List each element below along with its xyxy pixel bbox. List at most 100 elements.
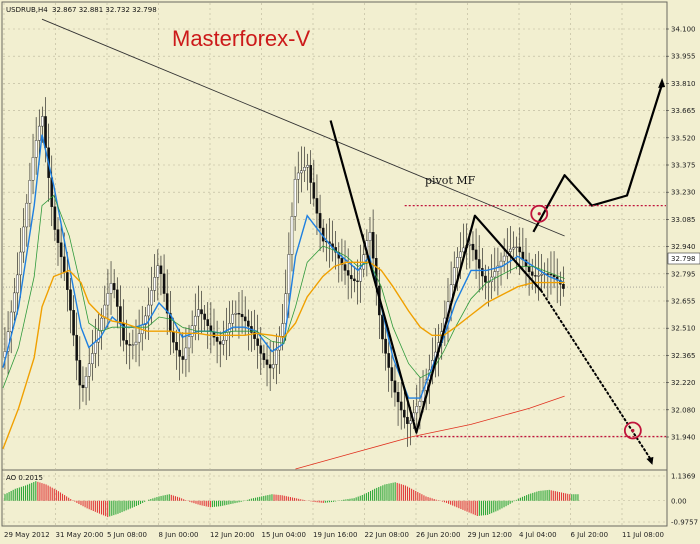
candle-body <box>309 165 313 183</box>
candle-body <box>31 157 35 181</box>
candle-body <box>243 316 247 322</box>
x-tick-label: 19 Jun 16:00 <box>313 531 357 539</box>
candle-body <box>94 341 97 354</box>
chart-marks <box>2 18 666 518</box>
highlight-circle-dot <box>537 212 541 216</box>
highlight-circle <box>530 204 549 223</box>
y-tick-label: 31.940 <box>671 434 696 442</box>
candle-body <box>359 268 362 282</box>
y-tick-label: 32.080 <box>671 406 696 414</box>
candle-body <box>228 323 231 333</box>
candle-body <box>225 331 228 341</box>
candle-body <box>265 359 269 365</box>
ao-title: AO 0.2015 <box>6 474 43 482</box>
candle-body <box>253 332 256 339</box>
candle-body <box>353 278 356 282</box>
candle-body <box>349 275 353 280</box>
candle-body <box>237 313 241 315</box>
candle-body <box>493 271 497 278</box>
trendline <box>329 120 543 434</box>
candle-body <box>418 400 422 407</box>
trendline <box>532 83 664 233</box>
candle-body <box>200 309 203 315</box>
candle-body <box>459 251 462 258</box>
y-tick-label: 33.810 <box>671 80 696 88</box>
ao-tick-label: 0.00 <box>671 497 687 505</box>
candle-body <box>156 265 160 278</box>
candle-body <box>150 290 153 306</box>
candle-body <box>234 313 238 315</box>
candle-body <box>72 310 75 336</box>
candle-body <box>100 317 103 331</box>
candle-body <box>509 248 512 253</box>
candle-body <box>471 243 475 251</box>
candle-body <box>527 266 531 273</box>
candle-body <box>343 264 347 271</box>
y-tick-label: 33.520 <box>671 134 696 142</box>
candle-body <box>69 289 72 311</box>
candle-body <box>303 167 306 171</box>
candle-body <box>206 319 210 326</box>
candle-body <box>165 293 169 314</box>
candle-body <box>137 333 141 343</box>
candle-body <box>537 275 540 277</box>
y-tick-label: 32.655 <box>671 298 696 306</box>
candle-body <box>540 274 543 276</box>
candle-body <box>393 380 397 393</box>
candle-body <box>125 340 128 345</box>
candle-body <box>390 367 394 381</box>
candle-body <box>231 314 235 324</box>
candle-body <box>534 275 537 277</box>
x-tick-label: 11 Jul 08:00 <box>622 531 664 539</box>
candle-body <box>153 277 157 291</box>
candle-body <box>62 256 66 273</box>
candle-body <box>281 323 284 337</box>
candle-body <box>312 182 316 199</box>
y-tick-label: 32.365 <box>671 352 696 360</box>
candle-body <box>268 364 272 369</box>
candle-body <box>499 260 503 267</box>
candle-body <box>203 313 206 320</box>
candle-body <box>187 336 191 349</box>
symbol-label: USDRUB,H4 <box>6 6 48 14</box>
candle-body <box>197 309 200 317</box>
candle-body <box>415 406 419 414</box>
candle-body <box>293 179 297 217</box>
y-tick-label: 32.795 <box>671 270 696 278</box>
candle-body <box>530 271 534 276</box>
candle-body <box>147 304 150 317</box>
x-tick-label: 8 Jun 00:00 <box>159 531 199 539</box>
candle-body <box>371 232 375 259</box>
candle-body <box>496 265 500 272</box>
candle-body <box>381 314 384 340</box>
candle-body <box>159 265 163 275</box>
candle-body <box>37 125 41 141</box>
candle-body <box>456 257 459 268</box>
x-tick-label: 29 Jun 12:00 <box>468 531 512 539</box>
candle-body <box>9 311 13 332</box>
candle-body <box>97 330 100 343</box>
candle-body <box>109 283 113 294</box>
candle-body <box>256 338 259 346</box>
brand-title: Masterforex-V <box>172 26 310 51</box>
y-tick-label: 33.085 <box>671 216 696 224</box>
ao-histogram <box>4 481 579 518</box>
candle-body <box>399 401 403 411</box>
projection-dotted-arrowhead <box>646 456 654 465</box>
candle-body <box>78 360 82 386</box>
candle-body <box>484 275 487 283</box>
candle-body <box>131 344 135 346</box>
candle-body <box>368 232 372 241</box>
y-tick-label: 33.230 <box>671 189 696 197</box>
x-tick-label: 22 Jun 08:00 <box>365 531 409 539</box>
moving-average-line <box>2 134 565 399</box>
y-tick-label: 34.100 <box>671 26 696 34</box>
candle-body <box>271 364 275 369</box>
x-tick-label: 6 Jul 20:00 <box>571 531 609 539</box>
candle-body <box>403 409 406 418</box>
candle-body <box>19 251 22 276</box>
candle-body <box>481 268 484 277</box>
candle-body <box>518 246 522 253</box>
candle-body <box>91 353 94 365</box>
candle-body <box>106 293 110 306</box>
